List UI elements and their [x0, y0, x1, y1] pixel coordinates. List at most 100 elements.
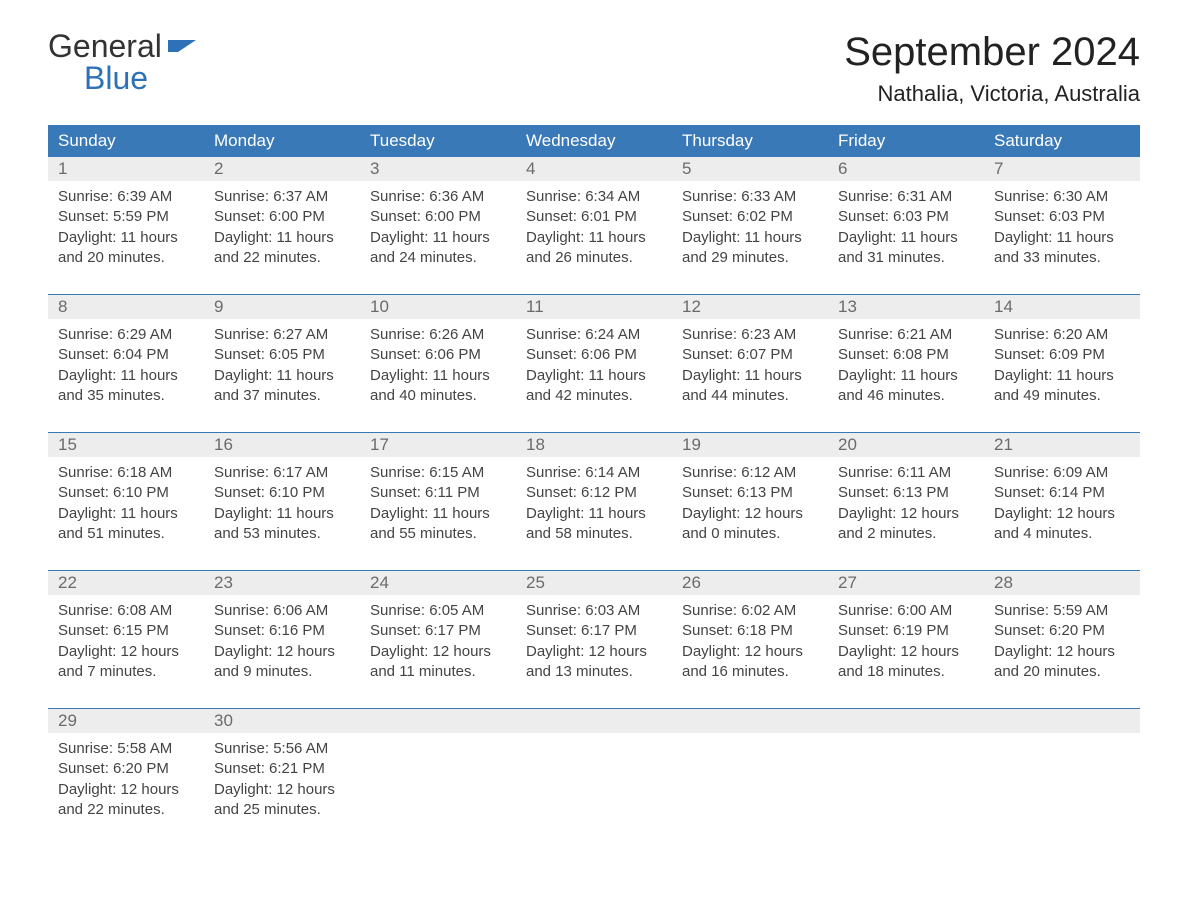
logo-word-blue: Blue — [84, 62, 196, 94]
sunrise-line-label: Sunrise: — [994, 188, 1049, 205]
sunset-line: Sunset: 6:21 PM — [214, 759, 350, 779]
day-header: Tuesday — [360, 125, 516, 157]
sunrise-line: Sunrise: 6:08 AM — [58, 601, 194, 621]
daylight-line-label: Daylight: — [994, 505, 1052, 522]
day-number-cell — [672, 709, 828, 733]
sunset-line-label: Sunset: — [370, 622, 421, 639]
sunrise-line-label: Sunrise: — [370, 326, 425, 343]
sunrise-line-value: 6:12 AM — [741, 464, 796, 481]
sunset-line-value: 6:10 PM — [113, 484, 169, 501]
sunrise-line-label: Sunrise: — [214, 740, 269, 757]
daylight-line: Daylight: 11 hours and 55 minutes. — [370, 504, 506, 545]
sunset-line-value: 6:20 PM — [113, 760, 169, 777]
day-info-cell: Sunrise: 6:37 AMSunset: 6:00 PMDaylight:… — [204, 181, 360, 295]
sunrise-line-label: Sunrise: — [682, 188, 737, 205]
daylight-line: Daylight: 12 hours and 22 minutes. — [58, 780, 194, 821]
sunset-line: Sunset: 6:09 PM — [994, 345, 1130, 365]
day-number-cell: 25 — [516, 571, 672, 595]
sunrise-line: Sunrise: 6:26 AM — [370, 325, 506, 345]
sunset-line: Sunset: 6:02 PM — [682, 207, 818, 227]
sunset-line: Sunset: 6:14 PM — [994, 483, 1130, 503]
sunset-line-label: Sunset: — [214, 346, 265, 363]
day-number-cell: 22 — [48, 571, 204, 595]
sunset-line-label: Sunset: — [682, 208, 733, 225]
day-number-cell: 8 — [48, 295, 204, 319]
daylight-line: Daylight: 11 hours and 44 minutes. — [682, 366, 818, 407]
sunrise-line-value: 6:08 AM — [117, 602, 172, 619]
sunset-line-value: 6:18 PM — [737, 622, 793, 639]
day-number-cell: 26 — [672, 571, 828, 595]
day-number-cell: 21 — [984, 433, 1140, 457]
day-info-cell: Sunrise: 6:20 AMSunset: 6:09 PMDaylight:… — [984, 319, 1140, 433]
daylight-line-label: Daylight: — [58, 229, 116, 246]
sunset-line-value: 6:21 PM — [269, 760, 325, 777]
day-number-cell: 27 — [828, 571, 984, 595]
location: Nathalia, Victoria, Australia — [844, 81, 1140, 107]
sunrise-line: Sunrise: 6:15 AM — [370, 463, 506, 483]
day-number-cell: 7 — [984, 157, 1140, 181]
sunset-line-label: Sunset: — [58, 760, 109, 777]
day-number-cell: 17 — [360, 433, 516, 457]
day-info-cell: Sunrise: 6:17 AMSunset: 6:10 PMDaylight:… — [204, 457, 360, 571]
day-header: Saturday — [984, 125, 1140, 157]
day-header: Monday — [204, 125, 360, 157]
daylight-line-label: Daylight: — [838, 643, 896, 660]
sunset-line: Sunset: 6:03 PM — [838, 207, 974, 227]
sunset-line-label: Sunset: — [58, 208, 109, 225]
sunrise-line-label: Sunrise: — [682, 602, 737, 619]
sunset-line: Sunset: 6:17 PM — [526, 621, 662, 641]
sunrise-line: Sunrise: 6:18 AM — [58, 463, 194, 483]
day-number-cell: 10 — [360, 295, 516, 319]
day-info-cell — [828, 733, 984, 830]
sunset-line-label: Sunset: — [682, 622, 733, 639]
sunset-line-label: Sunset: — [526, 346, 577, 363]
sunset-line-value: 6:04 PM — [113, 346, 169, 363]
sunset-line-label: Sunset: — [994, 208, 1045, 225]
sunrise-line: Sunrise: 6:29 AM — [58, 325, 194, 345]
sunrise-line-label: Sunrise: — [370, 602, 425, 619]
sunset-line-value: 6:06 PM — [581, 346, 637, 363]
sunset-line-label: Sunset: — [58, 484, 109, 501]
sunset-line: Sunset: 6:16 PM — [214, 621, 350, 641]
day-info-cell: Sunrise: 6:02 AMSunset: 6:18 PMDaylight:… — [672, 595, 828, 709]
sunrise-line: Sunrise: 6:20 AM — [994, 325, 1130, 345]
sunrise-line-label: Sunrise: — [214, 464, 269, 481]
sunset-line-value: 6:09 PM — [1049, 346, 1105, 363]
sunrise-line-value: 5:56 AM — [273, 740, 328, 757]
sunrise-line-value: 6:00 AM — [897, 602, 952, 619]
sunrise-line: Sunrise: 6:11 AM — [838, 463, 974, 483]
sunrise-line: Sunrise: 6:02 AM — [682, 601, 818, 621]
sunset-line-value: 6:10 PM — [269, 484, 325, 501]
sunrise-line-label: Sunrise: — [682, 464, 737, 481]
day-number-row: 1234567 — [48, 157, 1140, 181]
day-info-cell: Sunrise: 6:11 AMSunset: 6:13 PMDaylight:… — [828, 457, 984, 571]
sunrise-line-value: 6:26 AM — [429, 326, 484, 343]
daylight-line: Daylight: 12 hours and 2 minutes. — [838, 504, 974, 545]
day-info-cell: Sunrise: 6:15 AMSunset: 6:11 PMDaylight:… — [360, 457, 516, 571]
daylight-line: Daylight: 11 hours and 49 minutes. — [994, 366, 1130, 407]
day-number-cell: 12 — [672, 295, 828, 319]
day-number-cell: 24 — [360, 571, 516, 595]
sunset-line-value: 6:13 PM — [893, 484, 949, 501]
daylight-line-label: Daylight: — [838, 505, 896, 522]
sunrise-line: Sunrise: 6:17 AM — [214, 463, 350, 483]
sunrise-line: Sunrise: 6:36 AM — [370, 187, 506, 207]
daylight-line: Daylight: 11 hours and 22 minutes. — [214, 228, 350, 269]
day-number-cell: 16 — [204, 433, 360, 457]
sunset-line-value: 6:03 PM — [893, 208, 949, 225]
day-info-cell: Sunrise: 6:08 AMSunset: 6:15 PMDaylight:… — [48, 595, 204, 709]
sunset-line-label: Sunset: — [58, 622, 109, 639]
sunset-line: Sunset: 6:12 PM — [526, 483, 662, 503]
daylight-line: Daylight: 11 hours and 46 minutes. — [838, 366, 974, 407]
sunset-line-value: 6:03 PM — [1049, 208, 1105, 225]
day-info-cell — [672, 733, 828, 830]
day-number-cell: 5 — [672, 157, 828, 181]
daylight-line-label: Daylight: — [214, 505, 272, 522]
sunset-line-value: 6:01 PM — [581, 208, 637, 225]
sunrise-line: Sunrise: 6:21 AM — [838, 325, 974, 345]
day-info-cell: Sunrise: 6:24 AMSunset: 6:06 PMDaylight:… — [516, 319, 672, 433]
day-info-cell: Sunrise: 6:06 AMSunset: 6:16 PMDaylight:… — [204, 595, 360, 709]
sunset-line-value: 6:00 PM — [269, 208, 325, 225]
sunrise-line-label: Sunrise: — [58, 464, 113, 481]
sunrise-line-value: 6:37 AM — [273, 188, 328, 205]
